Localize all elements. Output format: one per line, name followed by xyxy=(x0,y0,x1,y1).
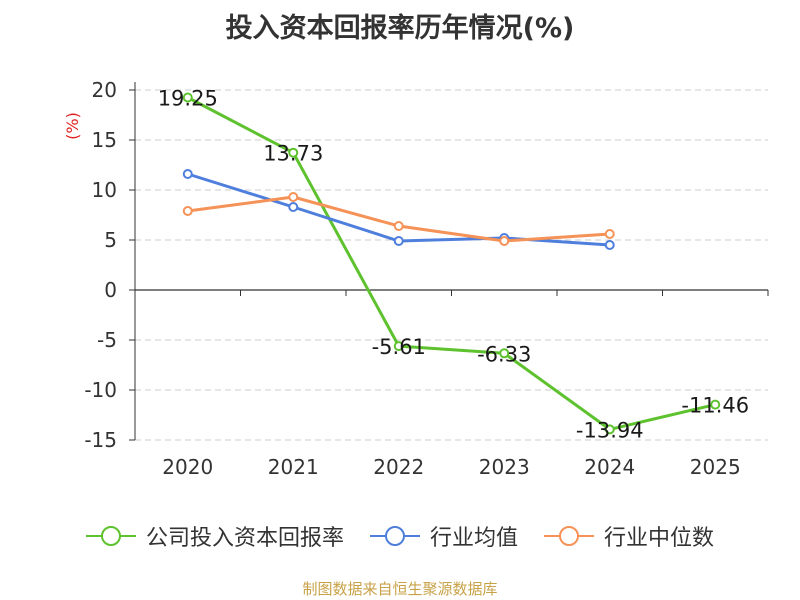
y-tick-label: -15 xyxy=(84,428,117,452)
series-point-2 xyxy=(604,229,615,239)
data-labels: 19.25 13.73 -5.61 -6.33 -13.94 -11.46 xyxy=(158,87,749,443)
series-point-0 xyxy=(499,348,510,359)
series-point-0 xyxy=(182,92,193,103)
series-point-1 xyxy=(182,169,193,179)
series-lines xyxy=(182,92,721,435)
source-note: 制图数据来自恒生聚源数据库 xyxy=(302,580,498,598)
y-tick-label: -10 xyxy=(84,378,117,402)
x-tick-label: 2021 xyxy=(268,455,319,479)
x-tick-label: 2020 xyxy=(162,455,213,479)
data-label: -13.94 xyxy=(576,418,644,442)
y-tick-label: 5 xyxy=(104,228,117,252)
legend-item-company[interactable]: 公司投入资本回报率 xyxy=(85,520,344,552)
series-line-2 xyxy=(187,195,610,243)
y-tick-label: 20 xyxy=(92,78,117,102)
data-label: -5.61 xyxy=(372,335,426,359)
series-point-2 xyxy=(182,206,193,216)
axes: 20 15 10 5 0 -5 -10 -15 2020 2021 2022 2023 2024 2025… xyxy=(63,78,769,479)
y-axis-label: (%) xyxy=(63,112,82,140)
series-point-0 xyxy=(604,424,615,435)
legend-label-industry-mean: 行业均值 xyxy=(429,526,518,551)
series-point-0 xyxy=(393,341,404,352)
data-label: -11.46 xyxy=(681,394,749,418)
legend: 公司投入资本回报率 行业均值 行业中位数 xyxy=(0,520,800,552)
y-tick-label: 10 xyxy=(92,178,117,202)
grid-lines xyxy=(135,89,768,441)
x-tick-label: 2025 xyxy=(690,455,741,479)
series-line-0 xyxy=(187,96,716,431)
legend-label-company: 公司投入资本回报率 xyxy=(145,526,344,551)
x-tick-label: 2024 xyxy=(584,455,635,479)
series-point-2 xyxy=(393,221,404,231)
series-point-2 xyxy=(288,192,299,202)
legend-marker-median-icon xyxy=(544,526,594,546)
series-point-0 xyxy=(710,399,721,410)
data-label: 19.25 xyxy=(158,87,218,111)
legend-item-industry-median[interactable]: 行业中位数 xyxy=(544,520,714,552)
y-tick-label: -5 xyxy=(97,328,117,352)
series-point-1 xyxy=(393,236,404,246)
legend-label-industry-median: 行业中位数 xyxy=(604,526,715,551)
legend-marker-company-icon xyxy=(85,526,136,546)
series-line-1 xyxy=(187,172,610,247)
chart-title: 投入资本回报率历年情况(%) xyxy=(225,13,575,44)
series-point-2 xyxy=(499,236,510,246)
legend-marker-mean-icon xyxy=(369,526,420,546)
x-tick-label: 2023 xyxy=(479,455,530,479)
series-point-1 xyxy=(604,240,615,250)
data-label: -6.33 xyxy=(477,342,531,366)
data-label: 13.73 xyxy=(263,142,323,166)
legend-item-industry-mean[interactable]: 行业均值 xyxy=(369,520,518,552)
y-tick-label: 15 xyxy=(92,128,117,152)
series-point-0 xyxy=(288,147,299,158)
series-point-1 xyxy=(288,202,299,212)
y-tick-label: 0 xyxy=(104,278,117,302)
x-tick-label: 2022 xyxy=(373,455,424,479)
